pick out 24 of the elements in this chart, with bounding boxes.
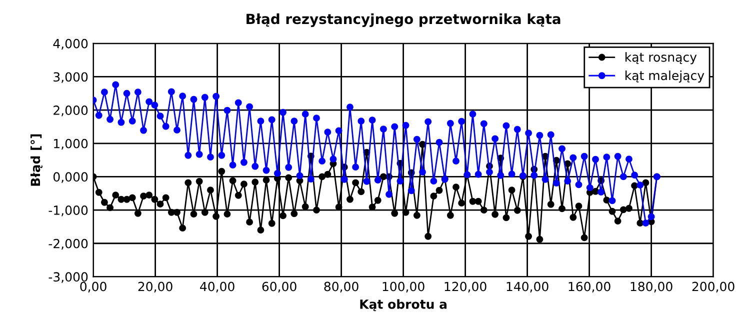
chart-title: Błąd rezystancyjnego przetwornika kąta [246,13,560,27]
y-tick-label: 2,000 [54,106,88,116]
y-tick-label: 0,000 [53,172,88,183]
y-tick-label: 4,000 [53,38,88,50]
x-tick-label: 0,00 [80,282,106,293]
x-tick-label: 80,00 [324,282,358,293]
x-tick-label: 100,00 [382,282,424,293]
x-tick-label: 120,00 [444,282,486,293]
x-tick-label: 140,00 [506,282,548,293]
legend-label: kąt malejący [626,70,704,83]
y-tick-label: 3,000 [54,72,88,83]
x-tick-label: 60,00 [262,282,296,293]
y-axis-title: Błąd [°] [30,134,42,186]
y-tick-label: -1,000 [48,206,88,216]
x-tick-label: 20,00 [138,282,172,293]
y-tick-label: -3,000 [48,272,88,283]
x-tick-label: 200,00 [692,282,734,293]
x-axis-title: Kąt obrotu a [360,299,447,312]
y-tick-label: -2,000 [48,238,88,250]
x-tick-label: 160,00 [568,282,610,293]
legend-label: kąt rosnący [626,52,697,64]
x-tick-label: 180,00 [630,282,672,293]
x-tick-label: 40,00 [200,282,234,293]
y-tick-label: 1,000 [54,138,88,150]
